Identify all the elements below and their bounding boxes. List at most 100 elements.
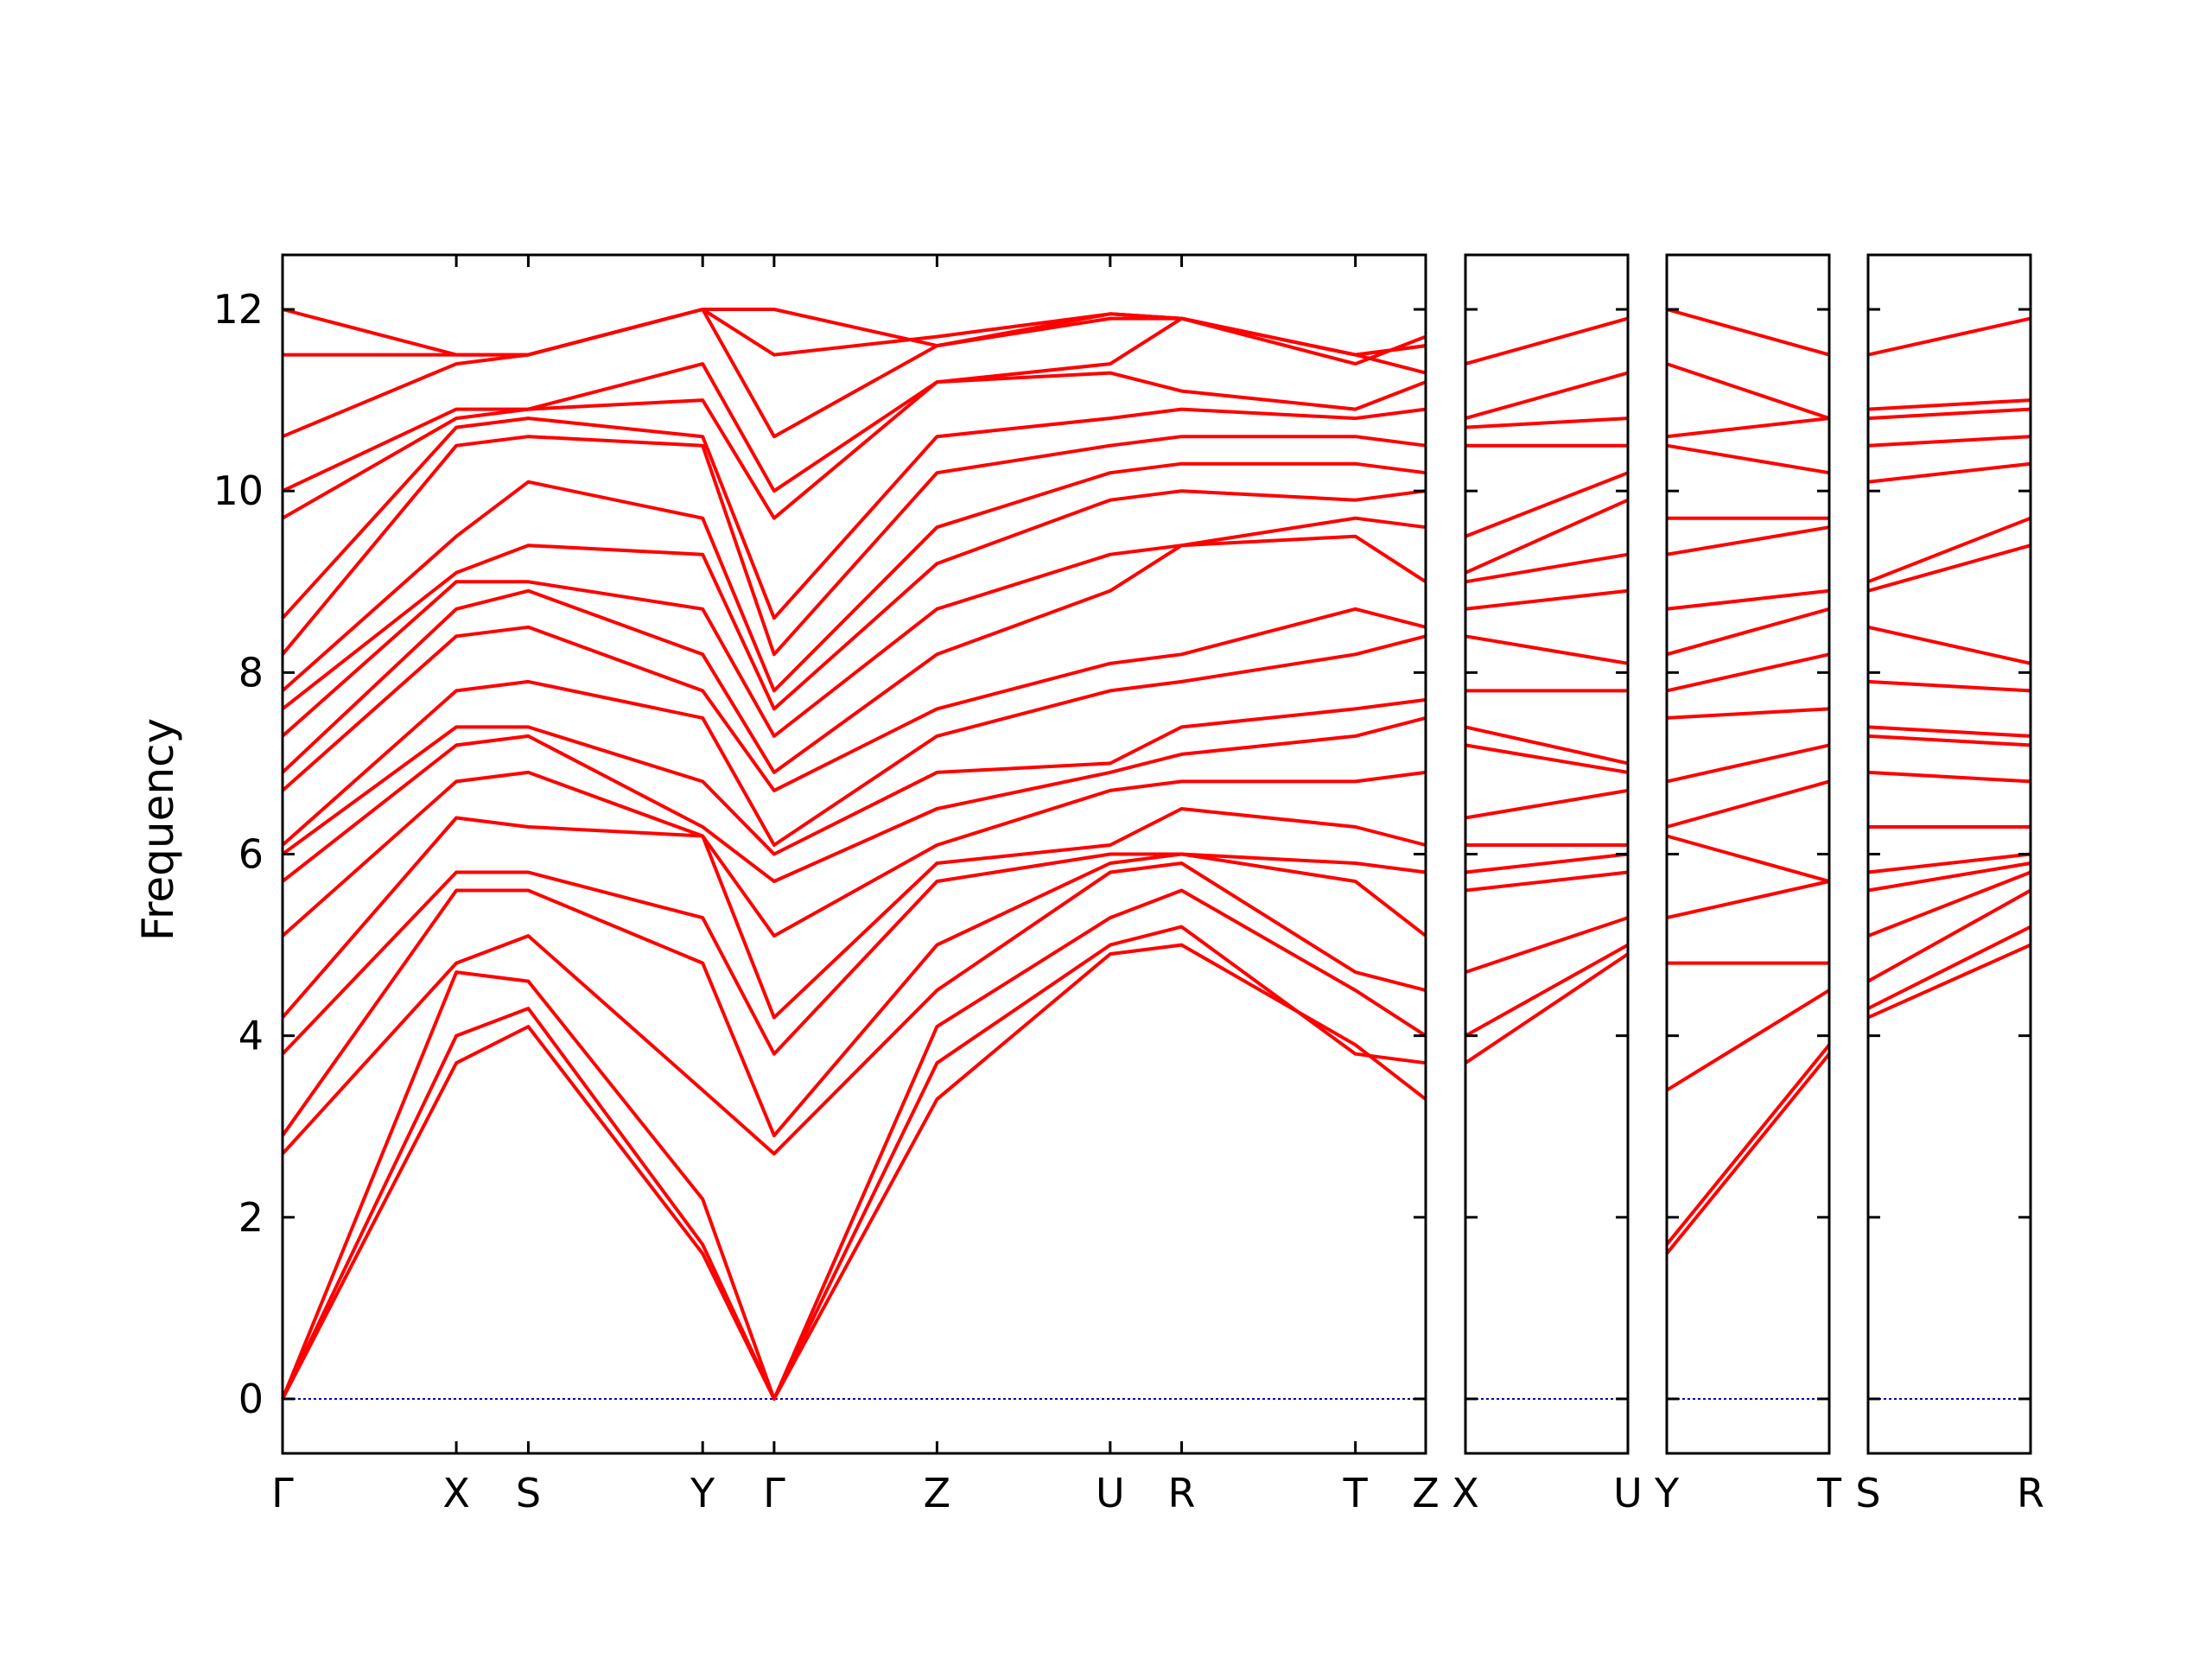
band-5 (1867, 861, 2031, 893)
band-3 (1465, 916, 1629, 974)
x-tick-label: Z (1412, 1470, 1440, 1516)
band-11 (1465, 634, 1629, 665)
band-2 (1867, 925, 2031, 1010)
x-tick-label: T (1343, 1470, 1369, 1516)
band-17 (1666, 362, 1830, 420)
band-9 (1666, 707, 1830, 720)
band-9 (1465, 725, 1629, 766)
band-19 (1465, 316, 1629, 366)
y-tick-label: 12 (213, 286, 264, 333)
band-13 (1867, 543, 2031, 593)
y-tick-label: 6 (238, 831, 264, 878)
band-12 (1666, 588, 1830, 611)
band-17 (1465, 416, 1629, 429)
band-14 (281, 516, 1427, 738)
band-10 (1666, 652, 1830, 693)
x-tick-label: Γ (763, 1470, 785, 1516)
band-10 (1867, 725, 2031, 738)
band-11 (1666, 607, 1830, 657)
x-tick-label: U (1613, 1470, 1643, 1516)
band-7 (1666, 779, 1830, 829)
x-tick-label: S (516, 1470, 541, 1516)
band-4 (1867, 870, 2031, 938)
band-16 (1666, 416, 1830, 439)
x-tick-label: Y (690, 1470, 715, 1516)
band-15 (1666, 443, 1830, 475)
panel-frame (1464, 253, 1630, 1455)
band-1 (281, 943, 1427, 1401)
band-18 (281, 407, 1427, 620)
y-tick-label: 2 (238, 1194, 264, 1241)
band-6 (1666, 834, 1830, 883)
band-15 (1465, 471, 1629, 538)
band-23 (282, 308, 1427, 366)
band-13 (1465, 552, 1629, 584)
band-13 (1666, 525, 1830, 556)
band-12 (1867, 625, 2031, 665)
band-19 (282, 371, 1427, 520)
band-18 (1867, 398, 2031, 411)
x-tick-label: T (1816, 1470, 1842, 1516)
band-3 (1867, 888, 2031, 983)
x-tick-label: R (2017, 1470, 2044, 1516)
band-16 (281, 461, 1427, 693)
band-8 (1465, 743, 1629, 774)
band-12 (281, 607, 1427, 792)
y-axis-label: Frequency (133, 718, 183, 941)
band-3 (281, 888, 1427, 1401)
band-1 (1867, 943, 2031, 1020)
band-11 (1867, 679, 2031, 693)
band-9 (281, 715, 1427, 883)
band-22 (283, 308, 1427, 357)
band-2 (1665, 1043, 1831, 1246)
panel-frame (1866, 253, 2032, 1455)
band-5 (1465, 852, 1629, 874)
band-3 (1665, 988, 1831, 1092)
band-9 (1867, 734, 2031, 747)
band-6 (281, 852, 1427, 1056)
y-tick-label: 0 (238, 1376, 264, 1422)
band-11 (281, 634, 1427, 847)
band-5 (1666, 880, 1830, 920)
band-2 (281, 925, 1427, 1401)
band-12 (1465, 588, 1629, 611)
band-1 (1665, 1052, 1831, 1255)
band-16 (1867, 435, 2031, 448)
band-14 (1465, 498, 1629, 575)
band-19 (1867, 316, 2031, 357)
x-tick-label: U (1096, 1470, 1125, 1516)
x-tick-label: Y (1654, 1470, 1680, 1516)
band-7 (1465, 788, 1629, 820)
x-tick-label: Z (924, 1470, 951, 1516)
band-13 (281, 534, 1427, 774)
band-1 (1464, 952, 1630, 1065)
band-15 (1867, 461, 2031, 484)
panel-frame (281, 253, 1427, 1455)
x-tick-label: R (1168, 1470, 1196, 1516)
band-18 (1465, 371, 1629, 421)
band-18 (1666, 308, 1830, 357)
y-tick-label: 10 (213, 467, 264, 514)
band-6 (1867, 852, 2031, 874)
band-2 (1465, 943, 1629, 1038)
x-tick-label: Γ (271, 1470, 294, 1516)
x-tick-label: X (1452, 1470, 1479, 1516)
band-5 (281, 852, 1427, 1138)
band-8 (1666, 743, 1830, 784)
x-tick-label: X (442, 1470, 470, 1516)
band-14 (1867, 516, 2031, 584)
band-10 (281, 697, 1427, 856)
band-15 (281, 489, 1427, 711)
y-tick-label: 4 (238, 1013, 264, 1059)
band-17 (281, 435, 1427, 657)
band-4 (1465, 870, 1629, 893)
band-8 (281, 770, 1427, 938)
x-tick-label: S (1855, 1470, 1880, 1516)
band-7 (281, 807, 1427, 1020)
